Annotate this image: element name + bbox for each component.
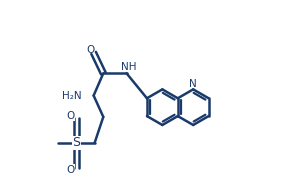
Text: O: O xyxy=(86,45,94,55)
Text: NH: NH xyxy=(121,61,136,72)
Text: S: S xyxy=(72,136,80,150)
Text: N: N xyxy=(189,79,197,89)
Text: O: O xyxy=(66,111,75,121)
Text: O: O xyxy=(66,165,75,175)
Text: H₂N: H₂N xyxy=(61,90,81,101)
